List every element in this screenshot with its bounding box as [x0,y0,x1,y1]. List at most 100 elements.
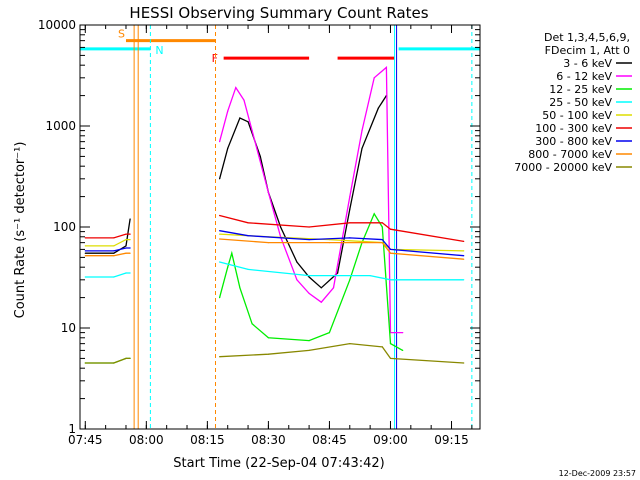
legend-entry-label: 6 - 12 keV [556,70,612,83]
legend: Det 1,3,4,5,6,9,FDecim 1, Att 03 - 6 keV… [514,31,632,174]
data-point [84,237,86,239]
data-point [125,252,127,254]
legend-entry-50-100-kev: 50 - 100 keV [542,109,632,122]
data-point [239,287,241,289]
data-point [369,275,371,277]
legend-entry-3-6-kev: 3 - 6 keV [563,57,632,70]
series-line-7000-20000-kev-1 [85,357,131,364]
x-axis-label: Start Time (22-Sep-04 07:43:42) [173,456,384,471]
series-800-7000-kev [84,238,465,260]
y-tick-label: 10 [61,321,76,335]
legend-entry-label: 12 - 25 keV [549,83,612,96]
data-point [129,239,131,241]
data-point [267,337,269,339]
series-line-25-50-kev-2 [219,261,464,281]
legend-header-line: Det 1,3,4,5,6,9, [544,31,630,44]
data-point [247,268,249,270]
night-flag-label: N [155,44,163,57]
x-tick-label: 09:15 [434,433,469,447]
data-point [381,242,383,244]
data-point [129,272,131,274]
data-point [129,218,131,220]
legend-entry-100-300-kev: 100 - 300 keV [535,122,632,135]
legend-entry-300-800-kev: 300 - 800 keV [535,135,632,148]
legend-entry-800-7000-kev: 800 - 7000 keV [528,148,632,161]
series-6-12-kev [218,66,404,334]
legend-entry-label: 800 - 7000 keV [528,148,612,161]
chart-title: HESSI Observing Summary Count Rates [129,4,428,22]
data-point [332,287,335,289]
data-point [308,340,310,342]
data-point [349,343,351,345]
legend-entry-7000-20000-kev: 7000 - 20000 keV [514,161,632,174]
series-line-300-800-kev-1 [85,247,131,252]
data-point [219,214,221,217]
saa-flag-label: S [118,28,125,41]
data-point [381,222,383,224]
data-point [227,110,229,112]
x-tick-label: 07:45 [68,433,103,447]
x-tick-label: 08:30 [251,433,286,447]
axis-layer: 07:45 08:00 08:15 08:30 08:45 09:00 09:15 1 10 10… [38,18,480,447]
data-point [84,276,86,278]
y-tick-label: 100 [53,220,76,234]
x-tick-label: 09:00 [373,433,408,447]
data-point [328,332,330,334]
data-point [349,279,351,281]
data-point [235,87,237,89]
data-point [129,252,131,254]
data-point [463,279,465,281]
series-300-800-kev [84,230,465,257]
legend-entry-label: 100 - 300 keV [535,122,612,135]
data-point [129,233,131,235]
legend-entry-label: 3 - 6 keV [563,57,612,70]
data-point [129,247,131,249]
data-point [227,147,229,149]
data-point [389,252,392,254]
data-point [280,226,282,228]
data-point [267,353,269,355]
flare-flag-label: F [212,52,218,65]
data-point [247,222,249,224]
data-point [463,362,465,364]
x-tick-label: 08:15 [190,433,225,447]
data-point [463,250,465,252]
x-tick-label: 08:45 [312,433,347,447]
data-point [349,196,351,198]
data-point [377,107,379,109]
data-point [308,276,310,278]
data-point [389,248,392,250]
data-point [308,292,310,294]
data-point [84,362,86,364]
data-point [381,226,383,228]
data-point [463,240,465,242]
data-point [389,343,392,345]
data-point [381,346,383,348]
series-line-25-50-kev-1 [85,272,131,278]
data-point [125,357,127,359]
series-100-300-kev [84,214,465,243]
data-point [259,155,261,157]
legend-entry-6-12-kev: 6 - 12 keV [556,70,632,83]
data-point [84,245,86,247]
legend-entry-12-25-kev: 12 - 25 keV [549,83,632,96]
data-point [219,230,221,232]
data-point [373,213,375,215]
data-point [113,245,115,247]
legend-entry-label: 25 - 50 keV [549,96,612,109]
data-point [247,235,249,237]
legend-entry-25-50-kev: 25 - 50 keV [549,96,632,109]
series-line-100-300-kev-1 [85,233,131,239]
data-point [267,191,269,193]
data-point [247,121,249,123]
y-axis-label: Count Rate (s⁻¹ detector⁻¹) [13,142,28,319]
data-point [296,279,298,281]
data-point [219,356,221,358]
data-point [389,279,392,281]
data-point [113,255,115,257]
data-point [125,272,127,274]
data-point [389,357,392,359]
y-tick-label: 1 [68,422,76,436]
